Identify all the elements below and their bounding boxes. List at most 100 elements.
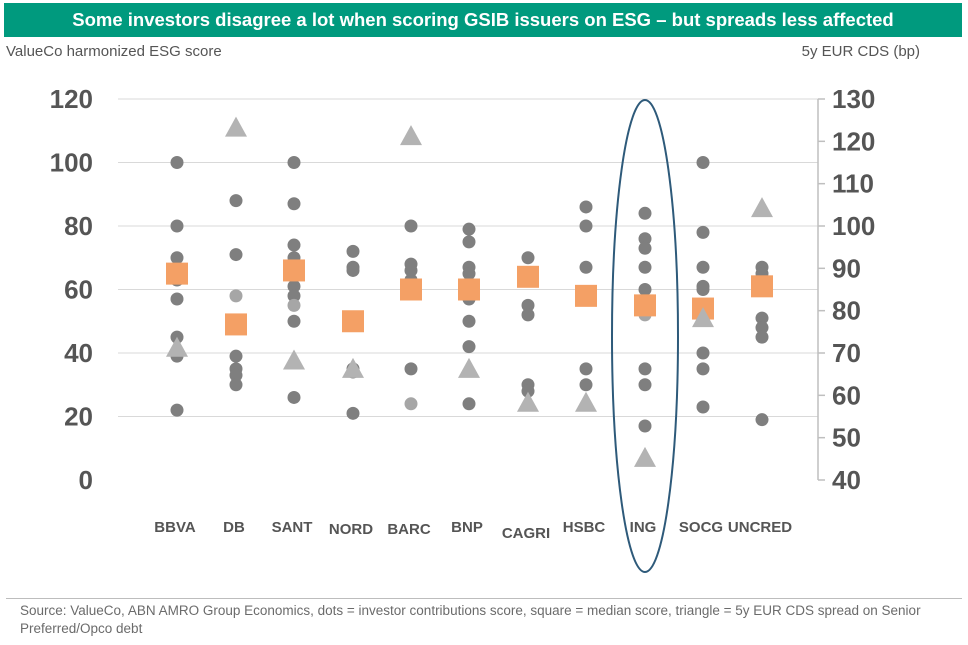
left-tick-label: 0 bbox=[79, 465, 93, 495]
investor-score-dot bbox=[696, 346, 710, 360]
right-tick-label: 130 bbox=[832, 84, 875, 114]
investor-score-dot bbox=[462, 267, 476, 281]
investor-score-dot bbox=[346, 263, 360, 277]
investor-score-dot bbox=[462, 235, 476, 249]
investor-score-dot bbox=[521, 298, 535, 312]
investor-score-dot-light bbox=[287, 298, 301, 312]
cds-spread-triangle bbox=[458, 357, 480, 378]
investor-score-dot bbox=[696, 225, 710, 239]
median-score-square bbox=[166, 262, 188, 285]
category-label-cagri: CAGRI bbox=[502, 525, 550, 542]
highlight-ellipse-ing bbox=[611, 99, 679, 573]
investor-score-dot bbox=[462, 222, 476, 236]
investor-score-dot bbox=[229, 248, 243, 262]
left-tick-label: 40 bbox=[64, 338, 93, 368]
left-tick-label: 60 bbox=[64, 275, 93, 305]
investor-score-dot bbox=[696, 400, 710, 414]
investor-score-dot bbox=[755, 311, 769, 325]
left-axis-title: ValueCo harmonized ESG score bbox=[6, 43, 222, 60]
investor-score-dot bbox=[755, 413, 769, 427]
investor-score-dot bbox=[346, 244, 360, 258]
median-score-square bbox=[400, 278, 422, 301]
left-tick-label: 80 bbox=[64, 211, 93, 241]
cds-spread-triangle bbox=[225, 116, 247, 137]
investor-score-dot bbox=[229, 194, 243, 208]
category-label-db: DB bbox=[223, 519, 245, 536]
investor-score-dot bbox=[170, 219, 184, 233]
category-label-hsbc: HSBC bbox=[563, 519, 606, 536]
median-score-square bbox=[458, 278, 480, 301]
investor-score-dot bbox=[521, 308, 535, 322]
investor-score-dot bbox=[638, 241, 652, 255]
investor-score-dot bbox=[170, 403, 184, 417]
median-score-square bbox=[634, 294, 656, 317]
investor-score-dot bbox=[579, 260, 593, 274]
right-axis-title: 5y EUR CDS (bp) bbox=[801, 43, 920, 60]
investor-score-dot bbox=[287, 197, 301, 211]
category-label-socg: SOCG bbox=[679, 519, 723, 536]
investor-score-dot bbox=[638, 206, 652, 220]
cds-spread-triangle bbox=[166, 336, 188, 357]
median-score-square bbox=[517, 265, 539, 288]
investor-score-dot bbox=[287, 289, 301, 303]
median-score-square bbox=[225, 313, 247, 336]
investor-score-dot bbox=[696, 283, 710, 296]
esg-scatter-chart: 0 20 40 60 80 100 120 40 50 60 70 80 90 100 110 120 130… bbox=[50, 84, 875, 573]
investor-score-dot bbox=[521, 384, 535, 398]
right-axis: 40 50 60 70 80 90 100 110 120 130 bbox=[817, 84, 875, 495]
right-tick-label: 40 bbox=[832, 465, 861, 495]
investor-score-dot bbox=[170, 251, 184, 265]
category-label-bnp: BNP bbox=[451, 519, 483, 536]
investor-score-dot bbox=[579, 362, 593, 376]
investor-score-dot bbox=[287, 279, 301, 293]
right-tick-label: 90 bbox=[832, 253, 861, 283]
median-score-square bbox=[751, 275, 773, 298]
investor-score-dot bbox=[462, 314, 476, 328]
investor-score-dot bbox=[404, 219, 418, 233]
cds-spread-triangle bbox=[692, 307, 714, 328]
investor-score-dot bbox=[638, 419, 652, 433]
cds-spread-triangle bbox=[400, 125, 422, 146]
category-label-uncred: UNCRED bbox=[728, 519, 792, 536]
investor-score-dot-light bbox=[404, 397, 418, 411]
investor-score-dot bbox=[755, 330, 769, 344]
left-tick-label: 20 bbox=[64, 402, 93, 432]
left-tick-label: 100 bbox=[50, 148, 93, 178]
median-score-square bbox=[575, 284, 597, 307]
investor-score-dot bbox=[287, 238, 301, 252]
data-marks bbox=[166, 99, 773, 573]
investor-score-dot bbox=[638, 378, 652, 392]
investor-score-dot-light bbox=[229, 289, 243, 303]
investor-score-dot bbox=[638, 232, 652, 246]
investor-score-dot bbox=[638, 260, 652, 274]
investor-score-dot bbox=[462, 397, 476, 411]
investor-score-dot bbox=[579, 200, 593, 214]
cds-spread-triangle bbox=[283, 349, 305, 370]
right-tick-label: 110 bbox=[832, 169, 874, 199]
investor-score-dot bbox=[579, 219, 593, 233]
investor-score-dot bbox=[755, 321, 769, 335]
investor-score-dot bbox=[696, 156, 710, 169]
left-axis-ticks: 0 20 40 60 80 100 120 bbox=[50, 84, 93, 495]
cds-spread-triangle bbox=[634, 446, 656, 467]
investor-score-dot bbox=[346, 406, 360, 420]
investor-score-dot bbox=[696, 362, 710, 376]
investor-score-dot bbox=[229, 378, 243, 392]
cds-spread-triangle bbox=[575, 391, 597, 412]
investor-score-dot bbox=[287, 156, 301, 169]
investor-score-dot bbox=[404, 362, 418, 376]
investor-score-dot bbox=[229, 349, 243, 363]
investor-score-dot bbox=[287, 390, 301, 404]
investor-score-dot bbox=[404, 263, 418, 277]
category-label-bbva: BBVA bbox=[154, 519, 196, 536]
footer-divider bbox=[6, 598, 962, 599]
investor-score-dot bbox=[579, 378, 593, 392]
cds-spread-triangle bbox=[751, 197, 773, 218]
right-tick-label: 60 bbox=[832, 380, 861, 410]
right-tick-label: 80 bbox=[832, 296, 861, 326]
category-labels: BBVA DB SANT NORD BARC BNP CAGRI HSBC ING SOCG UNC… bbox=[154, 519, 792, 542]
category-label-barc: BARC bbox=[387, 521, 430, 538]
category-label-nord: NORD bbox=[329, 521, 373, 538]
category-label-sant: SANT bbox=[272, 519, 313, 536]
investor-score-dot bbox=[170, 156, 184, 169]
